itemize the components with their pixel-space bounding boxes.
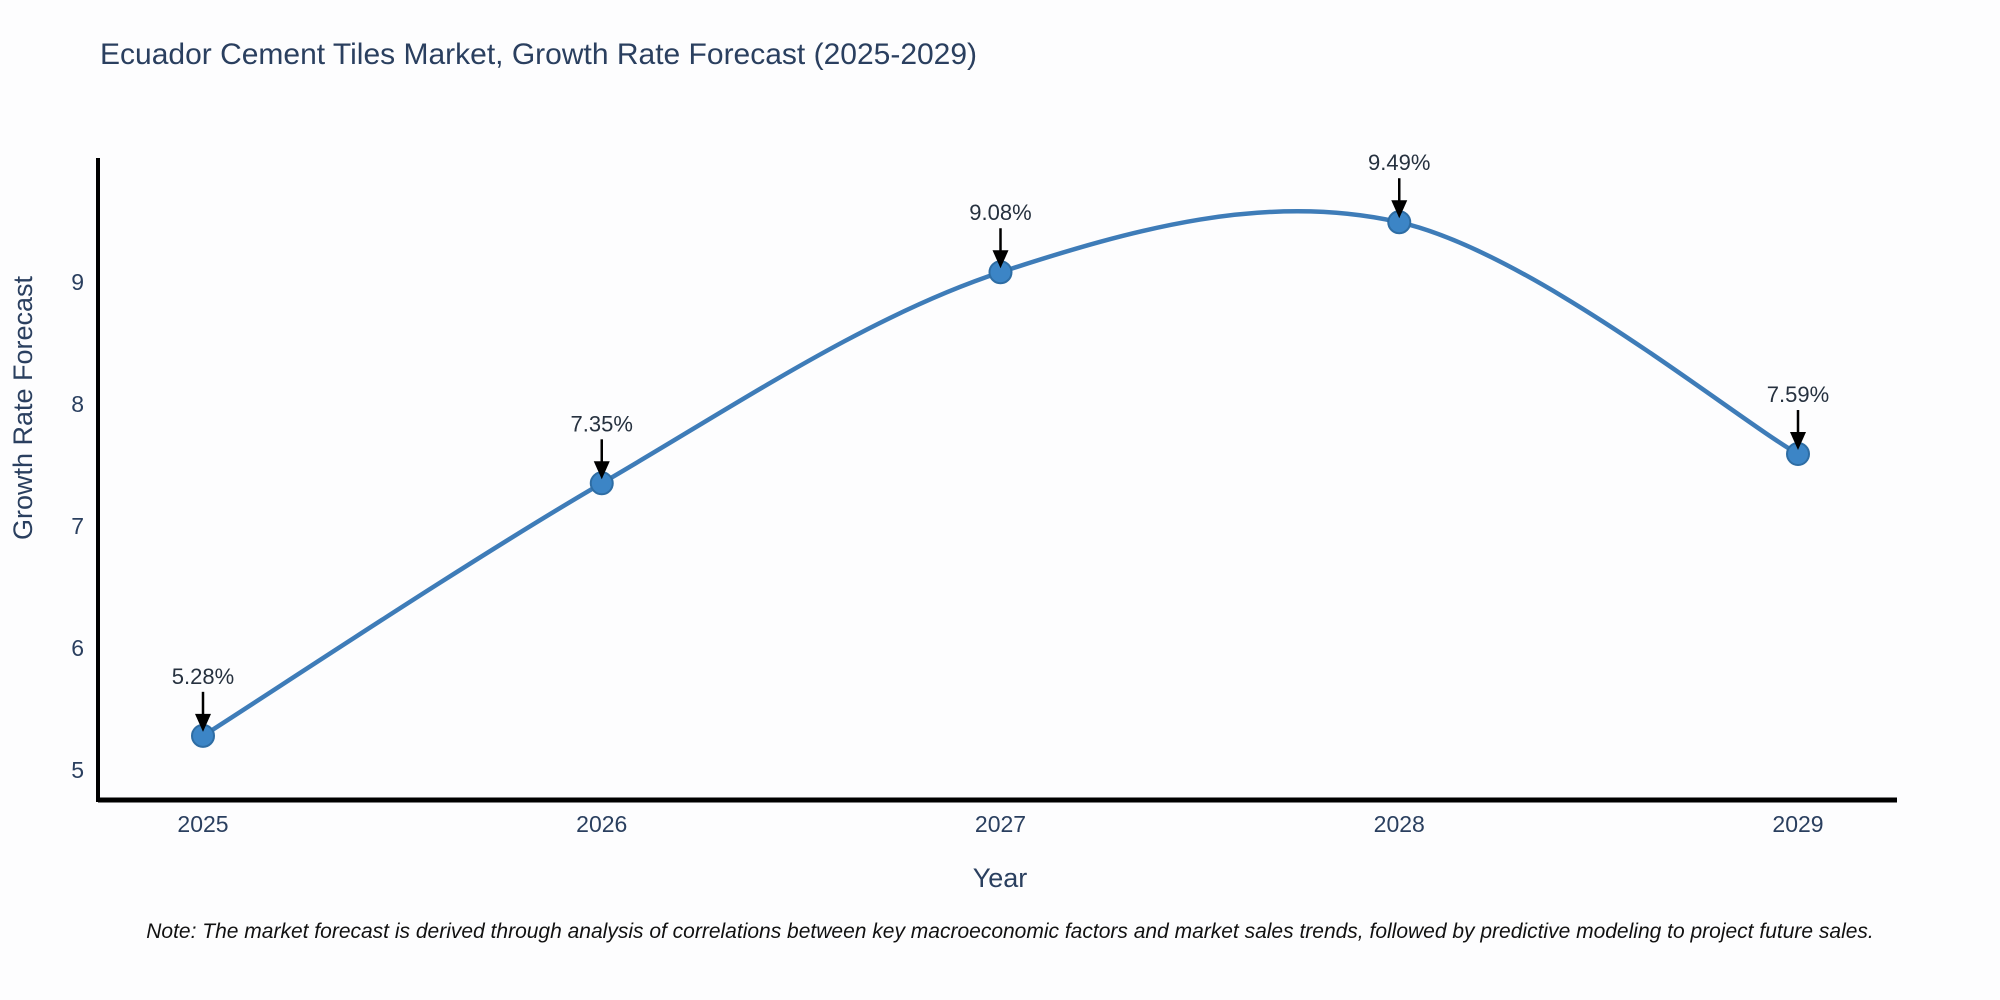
ticks-layer: 5 6 7 8 9 2025 2026 2027 2028 2029: [71, 269, 1823, 837]
y-tick-label: 7: [71, 513, 84, 539]
x-tick-label: 2027: [975, 811, 1026, 837]
y-axis-title: Growth Rate Forecast: [8, 275, 38, 540]
annotation-label: 5.28%: [172, 664, 234, 689]
chart-title: Ecuador Cement Tiles Market, Growth Rate…: [100, 38, 978, 71]
x-tick-label: 2026: [576, 811, 627, 837]
axes-layer: [96, 158, 1897, 803]
x-tick-label: 2025: [177, 811, 228, 837]
series-layer: [191, 208, 1810, 748]
annotation-arrowhead-icon: [195, 713, 211, 732]
x-axis-title: Year: [973, 863, 1028, 893]
footnote: Note: The market forecast is derived thr…: [146, 920, 1874, 943]
y-tick-label: 5: [71, 757, 84, 783]
y-tick-label: 6: [71, 635, 84, 661]
annotation-label: 7.59%: [1767, 382, 1829, 407]
annotation-arrowhead-icon: [992, 250, 1009, 269]
annotation-arrowhead-icon: [1790, 432, 1806, 451]
y-tick-label: 9: [71, 269, 84, 295]
annotation-label: 9.49%: [1368, 150, 1430, 175]
annotation-arrowhead-icon: [593, 461, 610, 480]
annotation-label: 7.35%: [571, 411, 633, 436]
y-tick-label: 8: [71, 391, 84, 417]
x-tick-label: 2029: [1772, 811, 1823, 837]
trend-line: [200, 208, 1801, 739]
annotations-layer: 5.28% 7.35% 9.08% 9.49% 7.59%: [172, 150, 1829, 732]
x-tick-label: 2028: [1374, 811, 1425, 837]
annotation-label: 9.08%: [969, 200, 1031, 225]
annotation-arrowhead-icon: [1391, 200, 1408, 219]
